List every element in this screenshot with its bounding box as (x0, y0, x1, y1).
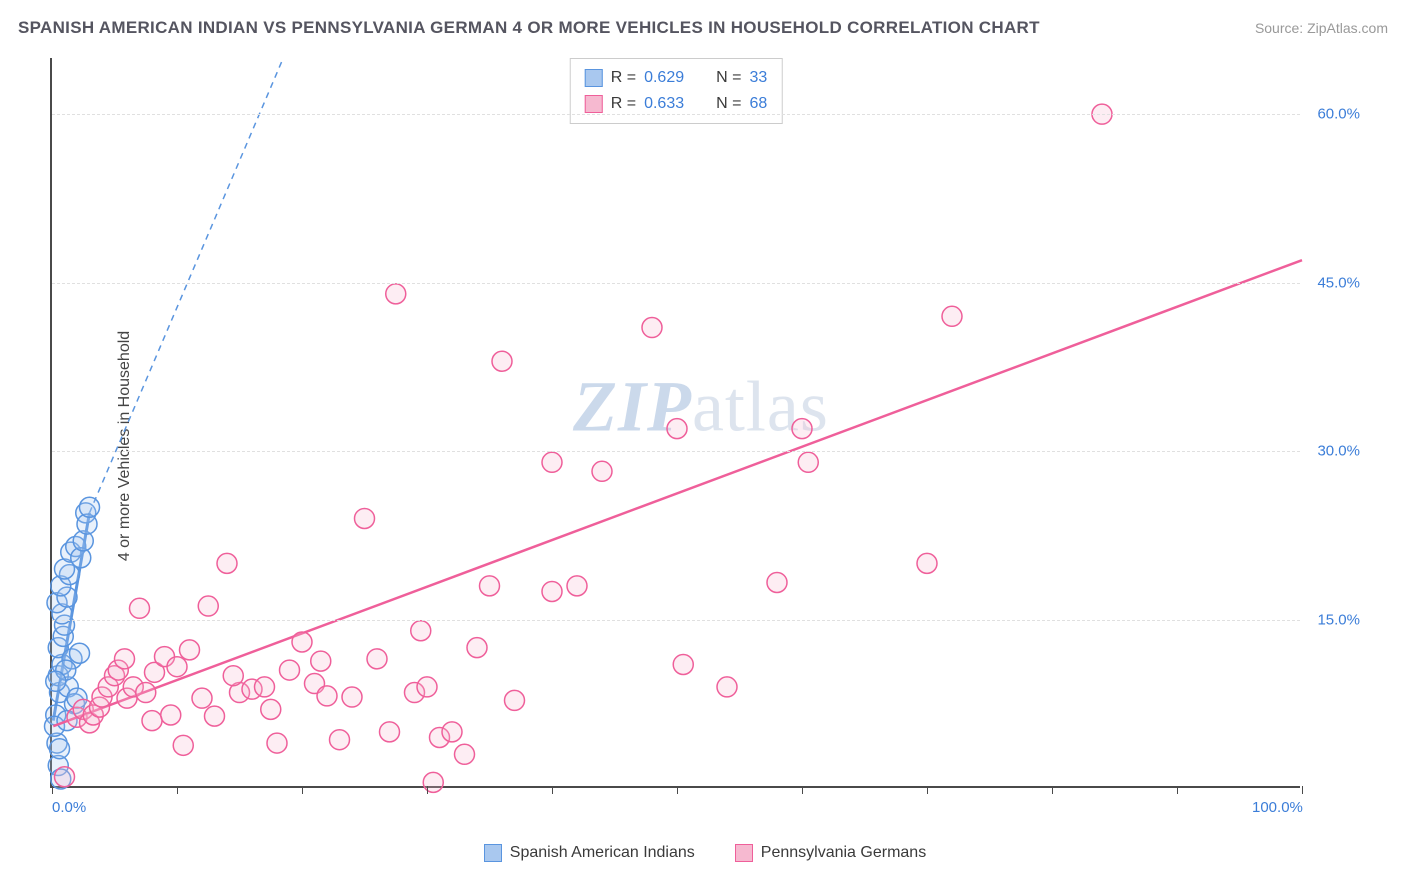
plot-frame: ZIPatlas R =0.629N =33R =0.633N =68 15.0… (50, 58, 1300, 788)
data-point-blue (46, 671, 66, 691)
x-tick (302, 786, 303, 794)
r-legend-row-pink: R = 0.633 N = 68 (585, 91, 768, 117)
n-label: N = (716, 65, 741, 91)
y-tick-label: 30.0% (1317, 443, 1360, 460)
data-point-pink (492, 351, 512, 371)
data-point-pink (280, 660, 300, 680)
y-tick-label: 60.0% (1317, 106, 1360, 123)
data-point-pink (380, 722, 400, 742)
swatch-pink-icon (585, 95, 603, 113)
data-point-pink (367, 649, 387, 669)
swatch-blue-icon (484, 844, 502, 862)
data-point-pink (115, 649, 135, 669)
data-point-pink (317, 686, 337, 706)
data-point-pink (142, 711, 162, 731)
grid-line (52, 451, 1300, 452)
data-point-pink (411, 621, 431, 641)
data-point-blue (70, 643, 90, 663)
data-point-pink (136, 683, 156, 703)
data-point-pink (180, 640, 200, 660)
data-point-pink (567, 576, 587, 596)
plot-container: ZIPatlas R =0.629N =33R =0.633N =68 15.0… (50, 58, 1360, 828)
x-tick (52, 786, 53, 794)
chart-title: SPANISH AMERICAN INDIAN VS PENNSYLVANIA … (18, 18, 1040, 38)
data-point-blue (50, 739, 70, 759)
data-point-pink (467, 638, 487, 658)
data-point-pink (505, 690, 525, 710)
grid-line (52, 620, 1300, 621)
x-tick (927, 786, 928, 794)
plot-svg (52, 58, 1302, 788)
data-point-pink (255, 677, 275, 697)
data-point-pink (798, 452, 818, 472)
source-label: Source: ZipAtlas.com (1255, 20, 1388, 36)
data-point-pink (917, 553, 937, 573)
n-label: N = (716, 91, 741, 117)
data-point-pink (198, 596, 218, 616)
x-tick-label: 0.0% (52, 799, 86, 816)
data-point-pink (292, 632, 312, 652)
data-point-pink (673, 654, 693, 674)
data-point-pink (767, 572, 787, 592)
data-point-pink (355, 508, 375, 528)
r-label: R = (611, 91, 636, 117)
legend-item-pink: Pennsylvania Germans (735, 844, 926, 862)
data-point-pink (167, 657, 187, 677)
swatch-blue-icon (585, 69, 603, 87)
data-point-pink (455, 744, 475, 764)
x-tick (802, 786, 803, 794)
data-point-pink (311, 651, 331, 671)
legend-item-blue: Spanish American Indians (484, 844, 695, 862)
swatch-pink-icon (735, 844, 753, 862)
data-point-pink (205, 706, 225, 726)
n-value-pink: 68 (749, 91, 767, 117)
grid-line (52, 114, 1300, 115)
data-point-pink (542, 452, 562, 472)
data-point-pink (55, 767, 75, 787)
data-point-pink (792, 419, 812, 439)
data-point-pink (717, 677, 737, 697)
x-tick (177, 786, 178, 794)
grid-line (52, 283, 1300, 284)
data-point-pink (592, 461, 612, 481)
data-point-pink (386, 284, 406, 304)
data-point-pink (161, 705, 181, 725)
data-point-blue (80, 497, 100, 517)
x-tick (677, 786, 678, 794)
data-point-pink (330, 730, 350, 750)
data-point-pink (542, 581, 562, 601)
trend-line-dashed-blue (90, 58, 284, 513)
data-point-pink (217, 553, 237, 573)
legend-label-pink: Pennsylvania Germans (761, 844, 926, 862)
data-point-pink (223, 666, 243, 686)
x-tick (1177, 786, 1178, 794)
r-legend-row-blue: R = 0.629 N = 33 (585, 65, 768, 91)
data-point-pink (173, 735, 193, 755)
data-point-pink (192, 688, 212, 708)
legend-label-blue: Spanish American Indians (510, 844, 695, 862)
title-bar: SPANISH AMERICAN INDIAN VS PENNSYLVANIA … (18, 18, 1388, 38)
data-point-pink (267, 733, 287, 753)
n-value-blue: 33 (749, 65, 767, 91)
data-point-pink (642, 318, 662, 338)
data-point-pink (417, 677, 437, 697)
r-value-blue: 0.629 (644, 65, 684, 91)
x-tick (552, 786, 553, 794)
r-label: R = (611, 65, 636, 91)
x-tick-label: 100.0% (1252, 799, 1303, 816)
r-value-pink: 0.633 (644, 91, 684, 117)
data-point-pink (130, 598, 150, 618)
data-point-pink (480, 576, 500, 596)
x-tick (427, 786, 428, 794)
x-tick (1052, 786, 1053, 794)
x-tick (1302, 786, 1303, 794)
data-point-pink (942, 306, 962, 326)
data-point-pink (442, 722, 462, 742)
y-tick-label: 15.0% (1317, 611, 1360, 628)
series-legend: Spanish American Indians Pennsylvania Ger… (80, 844, 1330, 862)
y-tick-label: 45.0% (1317, 274, 1360, 291)
data-point-pink (261, 699, 281, 719)
data-point-pink (342, 687, 362, 707)
data-point-pink (667, 419, 687, 439)
